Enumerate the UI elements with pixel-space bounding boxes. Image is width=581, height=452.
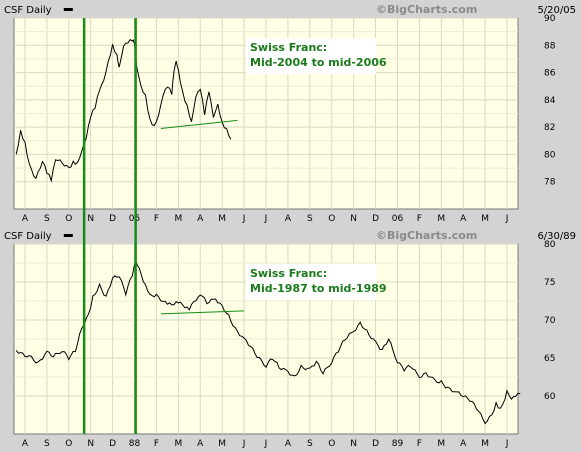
price-series-line	[15, 258, 521, 425]
x-tick-label: A	[285, 214, 292, 224]
x-tick-label: J	[242, 439, 246, 449]
x-tick-label: N	[350, 214, 357, 224]
chart-symbol: CSF Daily	[4, 231, 52, 242]
x-tick-label: 89	[392, 439, 404, 449]
chart-symbol: CSF Daily	[4, 5, 52, 16]
y-tick-label: 65	[544, 354, 555, 364]
x-tick-label: M	[174, 439, 182, 449]
legend-swatch	[63, 234, 73, 237]
x-tick-label: A	[197, 439, 204, 449]
x-tick-label: F	[154, 439, 159, 449]
annotation-box	[246, 264, 376, 300]
x-tick-label: O	[328, 439, 335, 449]
trendline	[160, 119, 238, 130]
annotation-text: Swiss Franc:	[250, 267, 327, 280]
x-tick-label: M	[218, 214, 226, 224]
x-tick-label: D	[372, 439, 379, 449]
chart-panel-2: CSF Daily ©BigCharts.com 6/30/89 A S O N D 88 F M A…	[0, 226, 581, 449]
x-tick-label: J	[505, 214, 509, 224]
x-tick-label: 06	[392, 214, 404, 224]
y-tick-label: 78	[544, 178, 556, 188]
y-tick-label: 70	[544, 316, 556, 326]
x-tick-label: F	[417, 439, 422, 449]
trendline	[160, 310, 245, 315]
x-tick-label: S	[307, 439, 313, 449]
x-tick-label: F	[417, 214, 422, 224]
y-tick-label: 82	[544, 123, 555, 133]
x-tick-label: S	[44, 439, 50, 449]
x-tick-label: M	[174, 214, 182, 224]
x-tick-label: N	[350, 439, 357, 449]
x-tick-label: J	[242, 214, 246, 224]
x-tick-label: A	[460, 214, 467, 224]
annotation-text: Swiss Franc:	[250, 41, 327, 54]
x-tick-label: J	[505, 439, 509, 449]
chart-source: ©BigCharts.com	[376, 229, 477, 242]
x-tick-label: M	[437, 439, 445, 449]
x-tick-label: A	[22, 439, 29, 449]
annotation-box	[246, 38, 376, 74]
chart-header	[0, 0, 581, 18]
x-tick-label: M	[481, 439, 489, 449]
x-tick-label: J	[264, 439, 268, 449]
x-tick-label: S	[44, 214, 50, 224]
y-tick-label: 86	[544, 69, 556, 79]
y-tick-label: 88	[544, 41, 556, 51]
price-series-line	[15, 38, 232, 183]
y-tick-label: 75	[544, 278, 555, 288]
x-tick-label: O	[65, 439, 72, 449]
x-tick-label: D	[372, 214, 379, 224]
y-tick-label: 60	[544, 392, 556, 402]
legend-swatch	[63, 8, 73, 11]
x-tick-label: N	[87, 439, 94, 449]
y-tick-label: 84	[544, 96, 556, 106]
x-tick-label: S	[307, 214, 313, 224]
x-tick-label: 88	[129, 439, 141, 449]
x-tick-label: F	[154, 214, 159, 224]
x-tick-label: M	[218, 439, 226, 449]
x-tick-label: J	[264, 214, 268, 224]
chart-header	[0, 226, 581, 244]
chart-panel-1: CSF Daily©BigCharts.com5/20/05ASOND05FMA…	[0, 0, 581, 224]
annotation-text: Mid-2004 to mid-2006	[250, 56, 387, 69]
x-tick-label: N	[87, 214, 94, 224]
chart-date: 5/20/05	[537, 5, 576, 16]
chart-date: 6/30/89	[537, 231, 576, 242]
x-tick-label: M	[437, 214, 445, 224]
x-tick-label: D	[109, 214, 116, 224]
x-tick-label: A	[197, 214, 204, 224]
x-tick-label: O	[65, 214, 72, 224]
x-tick-label: A	[22, 214, 29, 224]
chart-source: ©BigCharts.com	[376, 3, 477, 16]
y-tick-label: 90	[544, 14, 556, 24]
x-tick-label: M	[481, 214, 489, 224]
y-tick-label: 80	[544, 150, 556, 160]
x-tick-label: A	[460, 439, 467, 449]
x-tick-label: O	[328, 214, 335, 224]
y-tick-label: 80	[544, 240, 556, 250]
annotation-text: Mid-1987 to mid-1989	[250, 282, 387, 295]
x-tick-label: D	[109, 439, 116, 449]
x-tick-label: A	[285, 439, 292, 449]
